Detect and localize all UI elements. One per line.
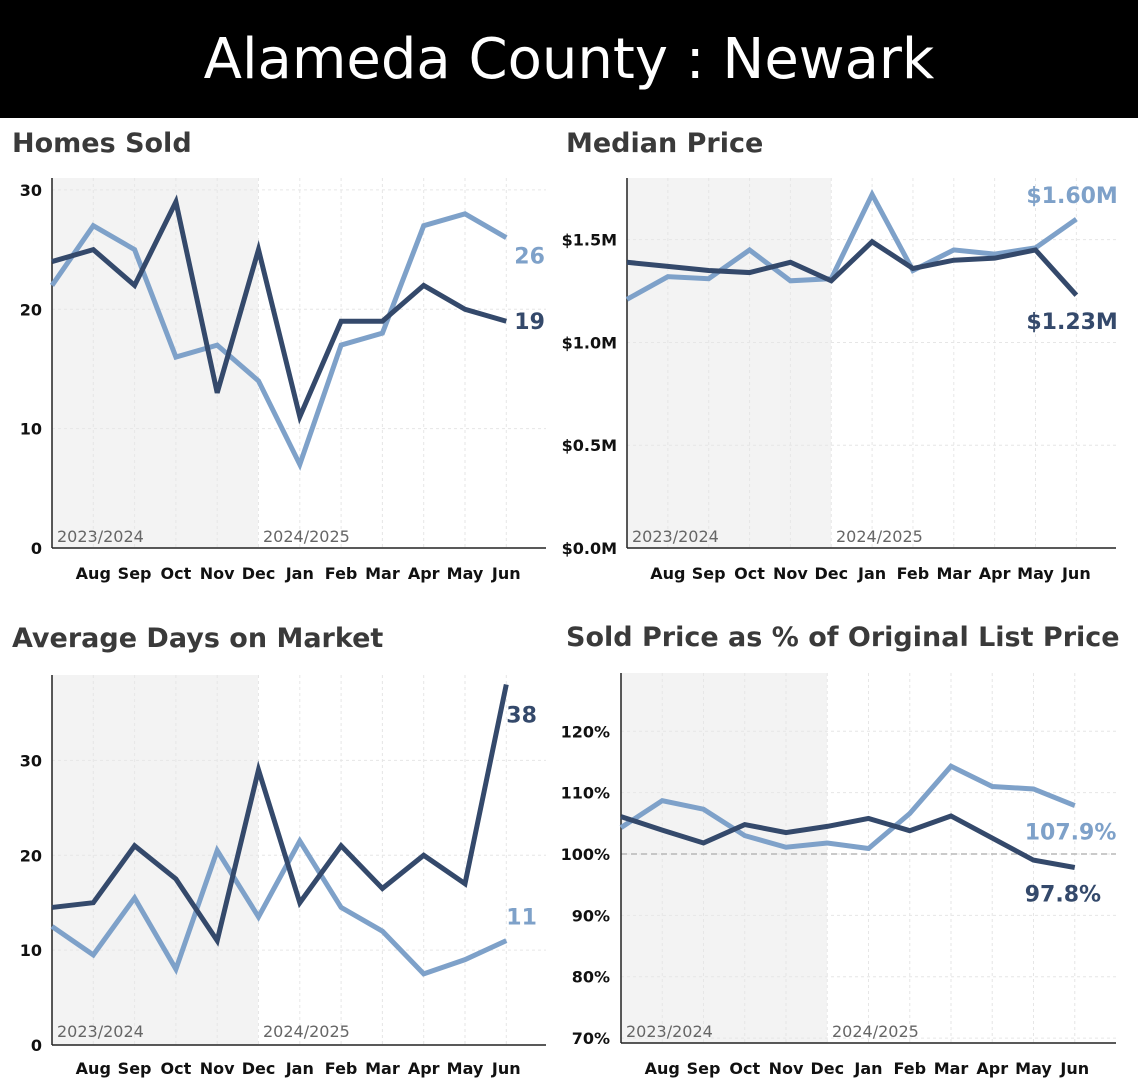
current-end-label: $1.23M (1026, 310, 1117, 335)
y-tick-label: 10 (20, 941, 42, 960)
x-tick-label: Jun (491, 1059, 521, 1078)
y-tick-label: 100% (561, 845, 610, 864)
x-tick-label: Apr (979, 564, 1011, 583)
avg-days-on-market-chart: 0 10 20 30 Aug Sep Oct Nov Dec Jan Feb Mar Apr May Jun… (20, 675, 546, 1078)
x-tick-label: Jan (285, 564, 314, 583)
season-shade (627, 178, 831, 548)
avg-days-on-market-title: Average Days on Market (12, 623, 384, 654)
x-tick-label: Jun (1061, 564, 1091, 583)
page-title: Alameda County : Newark (203, 26, 935, 92)
x-tick-label: Nov (769, 1059, 804, 1078)
homes-sold-chart: 0 10 20 30 Aug Sep Oct Nov Dec Jan Feb Mar Apr May Jun… (20, 178, 546, 583)
sold-price-pct-title: Sold Price as % of Original List Price (566, 622, 1120, 653)
x-tick-label: May (447, 1059, 484, 1078)
x-tick-label: Oct (729, 1059, 760, 1078)
sold-price-pct-chart: 70% 80% 90% 100% 110% 120% Aug Sep Oct Nov Dec Jan F… (561, 673, 1117, 1078)
y-tick-label: 30 (20, 181, 42, 200)
x-tick-label: Mar (934, 1059, 969, 1078)
y-tick-label: 30 (20, 751, 42, 770)
x-tick-label: Mar (936, 564, 971, 583)
x-tick-label: Aug (76, 564, 111, 583)
x-tick-label: Sep (118, 1059, 152, 1078)
season-shade (621, 673, 827, 1043)
y-tick-label: 0 (31, 1036, 42, 1055)
prior-end-label: 11 (506, 906, 537, 931)
y-tick-label: $0.5M (562, 436, 617, 455)
page-header: Alameda County : Newark (0, 0, 1138, 118)
x-tick-label: Mar (365, 1059, 400, 1078)
prior-series-line (50, 836, 508, 977)
x-tick-label: May (1017, 564, 1054, 583)
x-tick-label: Sep (687, 1059, 721, 1078)
y-tick-label: 70% (572, 1029, 610, 1048)
y-tick-label: 80% (572, 968, 610, 987)
y-tick-label: 10 (20, 420, 42, 439)
prior-series-line (619, 763, 1076, 852)
y-tick-label: $1.5M (562, 231, 617, 250)
prior-series-line (49, 211, 508, 471)
season-label: 2024/2025 (263, 1022, 350, 1041)
x-tick-label: Dec (814, 564, 848, 583)
x-tick-label: Aug (650, 564, 685, 583)
x-tick-label: Jan (853, 1059, 882, 1078)
prior-series-line (625, 188, 1078, 302)
x-tick-label: Dec (242, 1059, 276, 1078)
x-tick-label: Nov (200, 564, 235, 583)
season-label: 2024/2025 (836, 527, 923, 546)
current-series-line (51, 683, 509, 947)
x-tick-label: Mar (365, 564, 400, 583)
current-series-line (626, 238, 1079, 297)
homes-sold-title: Homes Sold (12, 128, 192, 159)
x-tick-label: Feb (893, 1059, 926, 1078)
x-tick-label: Feb (325, 564, 358, 583)
x-tick-label: Sep (692, 564, 726, 583)
x-tick-label: Jan (857, 564, 886, 583)
x-tick-label: Dec (242, 564, 276, 583)
current-end-label: 38 (506, 703, 537, 728)
x-tick-label: Apr (408, 564, 440, 583)
x-tick-label: Oct (161, 1059, 192, 1078)
season-label: 2024/2025 (263, 527, 350, 546)
x-tick-label: Feb (897, 564, 930, 583)
y-tick-label: 20 (20, 300, 42, 319)
x-tick-label: Oct (734, 564, 765, 583)
prior-end-label: 26 (514, 245, 545, 270)
x-tick-label: Dec (810, 1059, 844, 1078)
x-tick-label: Jun (1059, 1059, 1089, 1078)
x-tick-label: May (447, 564, 484, 583)
y-tick-label: 110% (561, 784, 610, 803)
season-label: 2023/2024 (626, 1022, 713, 1041)
season-label: 2023/2024 (632, 527, 719, 546)
median-price-title: Median Price (566, 128, 764, 159)
prior-end-label: 107.9% (1025, 821, 1117, 846)
x-tick-label: Nov (200, 1059, 235, 1078)
season-label: 2024/2025 (832, 1022, 919, 1041)
x-tick-label: Aug (76, 1059, 111, 1078)
y-tick-label: 0 (31, 539, 42, 558)
prior-end-label: $1.60M (1026, 184, 1117, 209)
x-tick-label: Apr (408, 1059, 440, 1078)
current-series-line (620, 813, 1076, 870)
x-tick-label: Jan (285, 1059, 314, 1078)
x-tick-label: Nov (773, 564, 808, 583)
x-tick-label: Apr (976, 1059, 1008, 1078)
season-label: 2023/2024 (57, 1022, 144, 1041)
x-tick-label: Aug (645, 1059, 680, 1078)
x-tick-label: Jun (491, 564, 521, 583)
y-tick-label: $0.0M (562, 539, 617, 558)
x-tick-label: May (1015, 1059, 1052, 1078)
y-tick-label: 90% (572, 906, 610, 925)
y-tick-label: 20 (20, 846, 42, 865)
y-tick-label: 120% (561, 722, 610, 741)
season-label: 2023/2024 (57, 527, 144, 546)
median-price-chart: $0.0M $0.5M $1.0M $1.5M Aug Sep Oct Nov Dec Jan Fe… (562, 178, 1118, 583)
current-series-line (51, 194, 507, 425)
current-end-label: 97.8% (1025, 883, 1101, 908)
x-tick-label: Oct (161, 564, 192, 583)
y-tick-label: $1.0M (562, 333, 617, 352)
current-end-label: 19 (514, 310, 545, 335)
x-tick-label: Sep (118, 564, 152, 583)
x-tick-label: Feb (325, 1059, 358, 1078)
